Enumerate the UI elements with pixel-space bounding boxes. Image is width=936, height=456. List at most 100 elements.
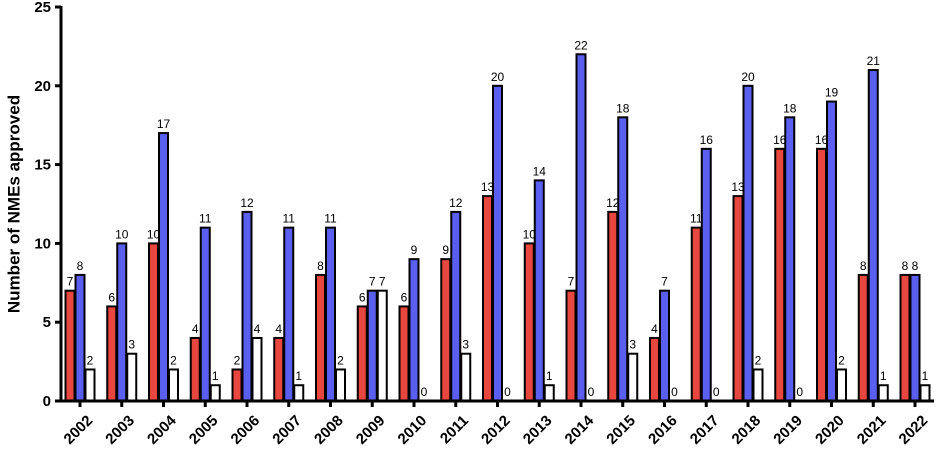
data-label-2019-series-1: 16 <box>773 133 787 147</box>
bar-2002-series-2 <box>74 273 86 403</box>
data-label-2021-series-2: 21 <box>867 54 881 68</box>
data-label-2019-series-2: 18 <box>783 101 797 115</box>
data-label-2012-series-1: 13 <box>481 180 495 194</box>
bar-2007-series-1 <box>273 336 285 402</box>
bar-2015-series-3 <box>627 352 639 402</box>
data-label-2018-series-2: 20 <box>741 70 755 84</box>
x-tick-label-2010: 2010 <box>395 412 431 448</box>
bar-2018-series-2 <box>742 84 754 403</box>
bar-2014-series-2 <box>575 53 587 402</box>
bar-2011-series-1 <box>440 258 452 402</box>
x-tick-label-2020: 2020 <box>812 412 848 448</box>
data-label-2005-series-3: 1 <box>212 369 219 383</box>
data-label-2014-series-1: 7 <box>568 275 575 289</box>
data-label-2007-series-3: 1 <box>295 369 302 383</box>
y-tick-label-25: 25 <box>34 0 51 16</box>
bar-2002-series-3 <box>84 368 96 403</box>
bar-2013-series-3 <box>543 384 555 402</box>
bar-2004-series-3 <box>168 368 179 403</box>
y-axis-title: Number of NMEs approved <box>4 95 23 313</box>
x-tick-label-2019: 2019 <box>770 412 806 448</box>
data-label-2005-series-2: 11 <box>199 212 212 226</box>
x-tick-label-2017: 2017 <box>687 412 723 448</box>
data-label-2003-series-3: 3 <box>128 338 135 352</box>
data-label-2003-series-1: 6 <box>108 290 115 304</box>
bar-2002-series-1 <box>64 289 76 402</box>
data-label-2004-series-1: 10 <box>147 227 161 241</box>
x-tick-label-2014: 2014 <box>562 412 598 448</box>
data-label-2015-series-2: 18 <box>616 101 630 115</box>
data-label-2014-series-3: 0 <box>588 385 595 399</box>
bar-2020-series-3 <box>836 368 847 403</box>
bar-2020-series-1 <box>816 147 827 402</box>
bar-2022-series-2 <box>909 273 921 403</box>
data-label-2017-series-2: 16 <box>700 133 714 147</box>
x-tick-label-2011: 2011 <box>437 412 472 447</box>
data-label-2020-series-1: 16 <box>815 133 829 147</box>
bar-2019-series-1 <box>774 147 786 402</box>
bar-2009-series-1 <box>356 305 368 402</box>
y-tick-label-5: 5 <box>43 314 51 331</box>
data-label-2008-series-3: 2 <box>337 353 344 367</box>
bar-2021-series-1 <box>857 273 869 403</box>
data-label-2009-series-2: 7 <box>369 275 376 289</box>
data-label-2004-series-2: 17 <box>157 117 171 131</box>
bar-2006-series-3 <box>251 336 263 402</box>
data-label-2010-series-3: 0 <box>421 385 428 399</box>
data-label-2009-series-3: 7 <box>379 275 386 289</box>
bar-2013-series-1 <box>523 242 535 402</box>
data-label-2011-series-3: 3 <box>462 338 469 352</box>
bar-2007-series-3 <box>293 384 305 402</box>
bar-2006-series-1 <box>231 368 243 403</box>
bar-2008-series-1 <box>315 273 326 403</box>
bar-2016-series-1 <box>649 336 660 402</box>
data-label-2022-series-1: 8 <box>902 259 909 273</box>
x-tick-label-2015: 2015 <box>603 412 639 448</box>
bar-2015-series-1 <box>607 210 619 402</box>
data-label-2016-series-1: 4 <box>651 322 658 336</box>
data-label-2002-series-3: 2 <box>87 353 94 367</box>
y-tick-label-0: 0 <box>43 393 51 410</box>
data-label-2016-series-3: 0 <box>671 385 678 399</box>
data-label-2019-series-3: 0 <box>796 385 803 399</box>
bar-2003-series-3 <box>126 352 138 402</box>
data-label-2010-series-2: 9 <box>411 243 418 257</box>
data-label-2011-series-1: 9 <box>442 243 449 257</box>
x-tick-label-2002: 2002 <box>61 412 97 448</box>
data-label-2005-series-1: 4 <box>192 322 199 336</box>
x-tick-label-2003: 2003 <box>102 412 138 448</box>
y-tick-label-15: 15 <box>34 157 51 174</box>
data-label-2006-series-1: 2 <box>234 353 241 367</box>
bar-2016-series-2 <box>659 289 670 402</box>
data-label-2013-series-3: 1 <box>546 369 553 383</box>
bar-2019-series-2 <box>784 116 796 402</box>
bar-2018-series-1 <box>732 195 744 402</box>
x-axis-ticks: 2002 2003 2004 2005 2006 2007 2008 2009 2010 2011… <box>61 401 932 448</box>
x-tick-label-2022: 2022 <box>896 412 932 448</box>
data-label-2016-series-2: 7 <box>661 275 668 289</box>
x-tick-label-2009: 2009 <box>353 412 389 448</box>
x-tick-label-2012: 2012 <box>478 412 514 448</box>
data-label-2007-series-1: 4 <box>275 322 282 336</box>
x-tick-label-2007: 2007 <box>269 412 305 448</box>
x-tick-label-2013: 2013 <box>520 412 556 448</box>
bar-2004-series-2 <box>158 132 169 403</box>
data-label-2014-series-2: 22 <box>574 38 588 52</box>
bar-2003-series-1 <box>106 305 118 402</box>
x-tick-label-2004: 2004 <box>144 412 180 448</box>
bar-2013-series-2 <box>533 179 545 402</box>
bar-2014-series-1 <box>565 289 577 402</box>
data-label-2015-series-3: 3 <box>629 338 636 352</box>
bar-2011-series-2 <box>450 210 462 402</box>
data-label-2018-series-1: 13 <box>731 180 745 194</box>
bar-2009-series-2 <box>366 289 378 402</box>
bar-2015-series-2 <box>617 116 629 402</box>
bar-2018-series-3 <box>752 368 764 403</box>
data-label-2022-series-3: 1 <box>922 369 929 383</box>
data-label-2013-series-1: 10 <box>523 227 537 241</box>
bar-2022-series-3 <box>919 384 931 402</box>
bar-2011-series-3 <box>460 352 472 402</box>
bar-2005-series-2 <box>199 226 211 402</box>
data-label-2007-series-2: 11 <box>283 212 296 226</box>
y-tick-label-20: 20 <box>34 78 51 95</box>
